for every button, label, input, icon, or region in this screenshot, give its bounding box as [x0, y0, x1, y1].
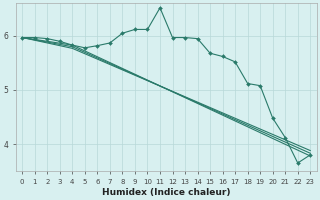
X-axis label: Humidex (Indice chaleur): Humidex (Indice chaleur) — [102, 188, 230, 197]
